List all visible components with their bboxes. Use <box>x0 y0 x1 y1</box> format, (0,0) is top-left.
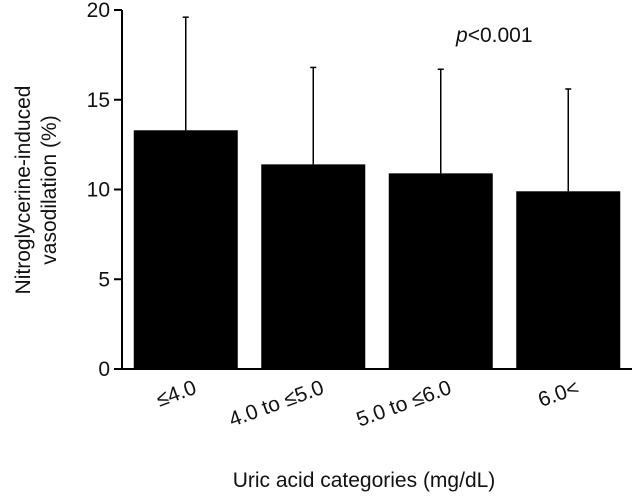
x-tick-label: ≤4.0 <box>153 376 199 412</box>
bars <box>133 130 621 369</box>
p-value-annotation: p<0.001 <box>455 24 533 47</box>
bar <box>388 173 493 369</box>
bar <box>261 164 366 369</box>
y-axis-title-line-1: Nitroglycerine-induced <box>12 86 35 295</box>
y-tick-label: 0 <box>98 358 110 381</box>
x-tick-label: 4.0 to ≤5.0 <box>226 376 327 432</box>
y-axis-ticks: 0 5 10 15 20 <box>87 0 122 381</box>
y-axis-title: Nitroglycerine-induced vasodilation (%) <box>12 86 61 295</box>
x-axis-ticks: ≤4.0 4.0 to ≤5.0 5.0 to ≤6.0 6.0< <box>153 376 582 432</box>
y-tick-label: 10 <box>87 179 110 202</box>
p-value-text: <0.001 <box>468 24 533 47</box>
y-tick-label: 15 <box>87 89 110 112</box>
bar <box>516 191 621 369</box>
y-axis-title-line-2: vasodilation (%) <box>38 115 61 264</box>
x-tick-label: 6.0< <box>535 376 582 412</box>
x-tick-label: 5.0 to ≤6.0 <box>353 376 454 432</box>
y-tick-label: 5 <box>98 268 110 291</box>
x-axis-title: Uric acid categories (mg/dL) <box>233 469 496 492</box>
p-symbol: p <box>455 24 468 47</box>
y-tick-label: 20 <box>87 0 110 22</box>
bar <box>133 130 238 369</box>
error-bars <box>182 16 572 192</box>
